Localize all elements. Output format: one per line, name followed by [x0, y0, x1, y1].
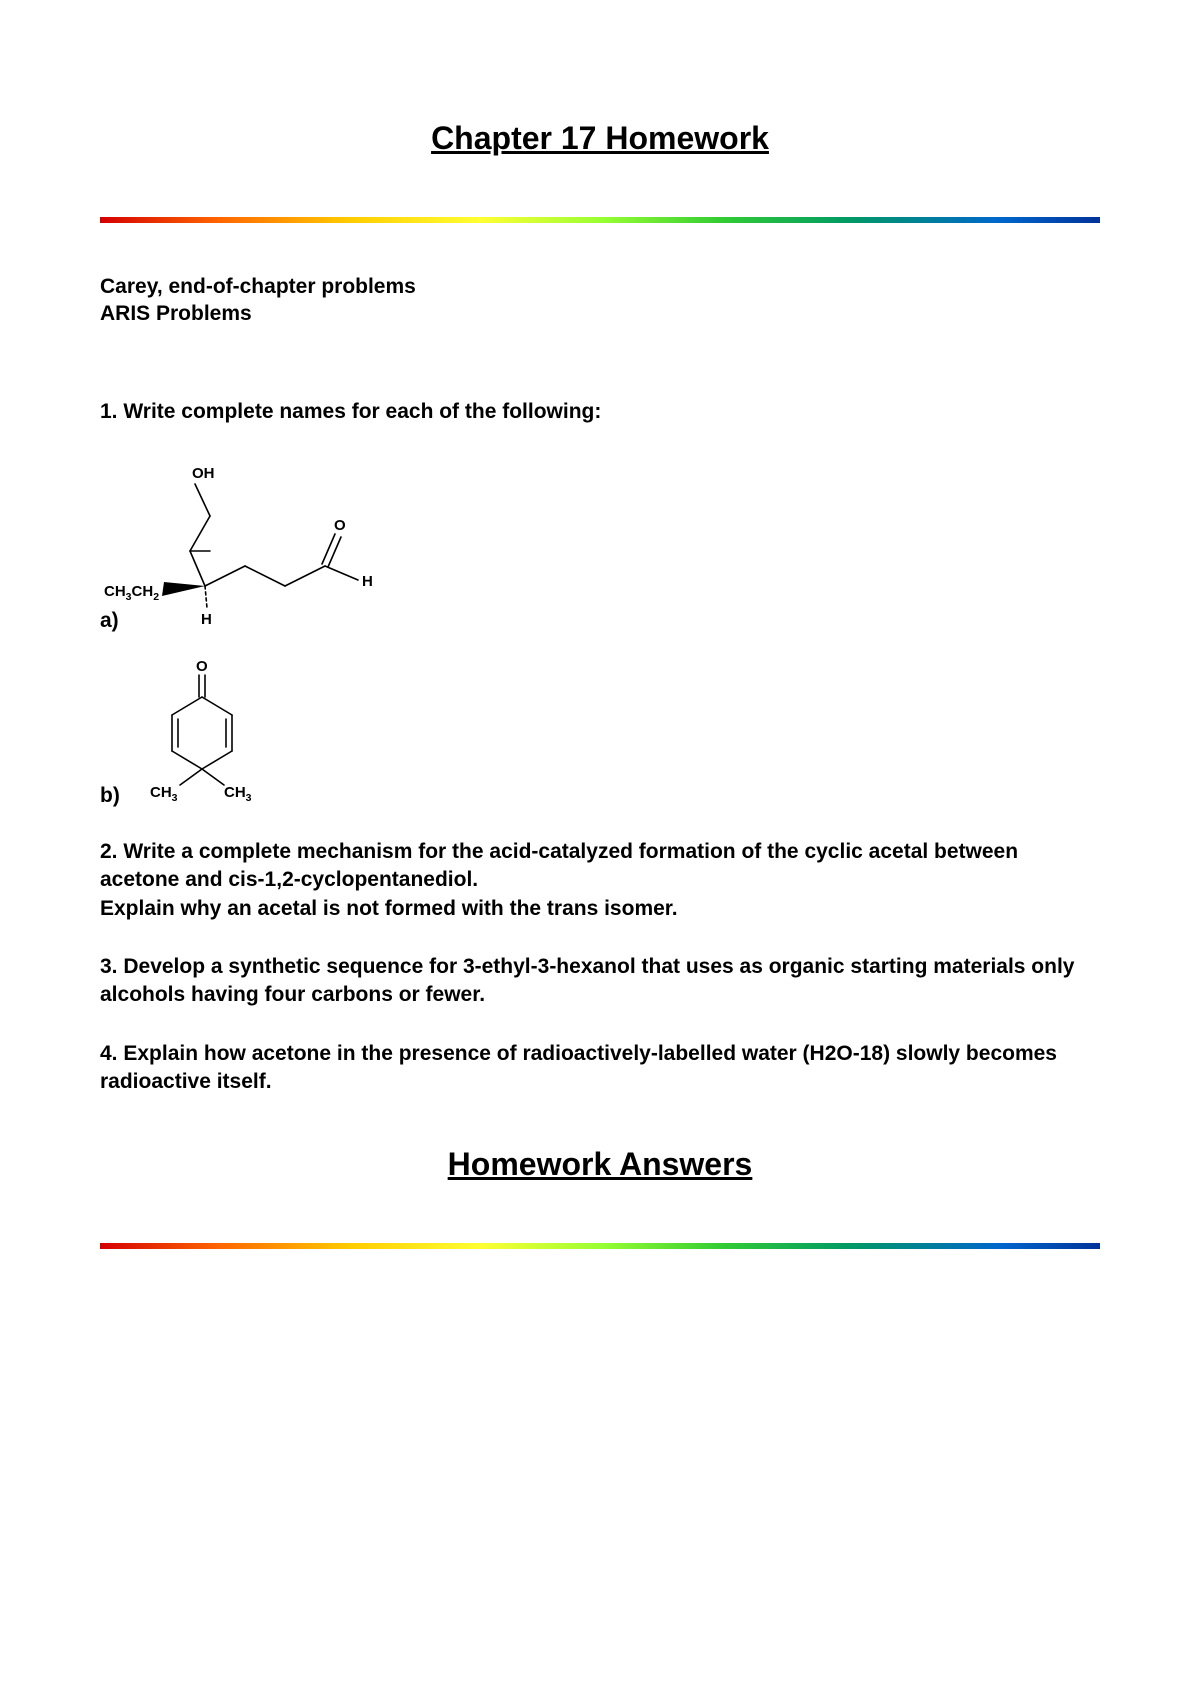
question-2-line1: 2. Write a complete mechanism for the ac…: [100, 840, 1018, 891]
svg-text:O: O: [334, 517, 346, 534]
question-3: 3. Develop a synthetic sequence for 3-et…: [100, 953, 1100, 1010]
svg-text:H: H: [362, 573, 373, 590]
question-4: 4. Explain how acetone in the presence o…: [100, 1040, 1100, 1097]
chemical-structure-a: OH O H H CH3CH2: [100, 456, 390, 631]
question-2-line2: Explain why an acetal is not formed with…: [100, 897, 678, 920]
svg-text:CH3: CH3: [150, 784, 178, 803]
intro-line-2: ARIS Problems: [100, 300, 1100, 327]
question-2: 2. Write a complete mechanism for the ac…: [100, 838, 1100, 923]
svg-text:O: O: [196, 658, 208, 675]
svg-text:CH3: CH3: [224, 784, 252, 803]
intro-line-1: Carey, end-of-chapter problems: [100, 273, 1100, 300]
page-title: Chapter 17 Homework: [100, 120, 1100, 157]
chemical-structure-b: O CH3 CH3: [132, 653, 282, 808]
structure-a-block: OH O H H CH3CH2 a): [100, 456, 1100, 633]
part-b-label: b): [100, 784, 120, 808]
question-1-text: 1. Write complete names for each of the …: [100, 398, 1100, 426]
divider-rainbow-bottom: [100, 1243, 1100, 1249]
part-a-label: a): [100, 609, 119, 633]
intro-block: Carey, end-of-chapter problems ARIS Prob…: [100, 273, 1100, 328]
svg-text:OH: OH: [192, 465, 215, 482]
answers-title: Homework Answers: [100, 1146, 1100, 1183]
divider-rainbow-top: [100, 217, 1100, 223]
structure-b-block: b): [100, 653, 1100, 808]
document-page: Chapter 17 Homework Carey, end-of-chapte…: [0, 0, 1200, 1249]
svg-text:CH3CH2: CH3CH2: [104, 583, 159, 603]
svg-text:H: H: [201, 611, 212, 626]
